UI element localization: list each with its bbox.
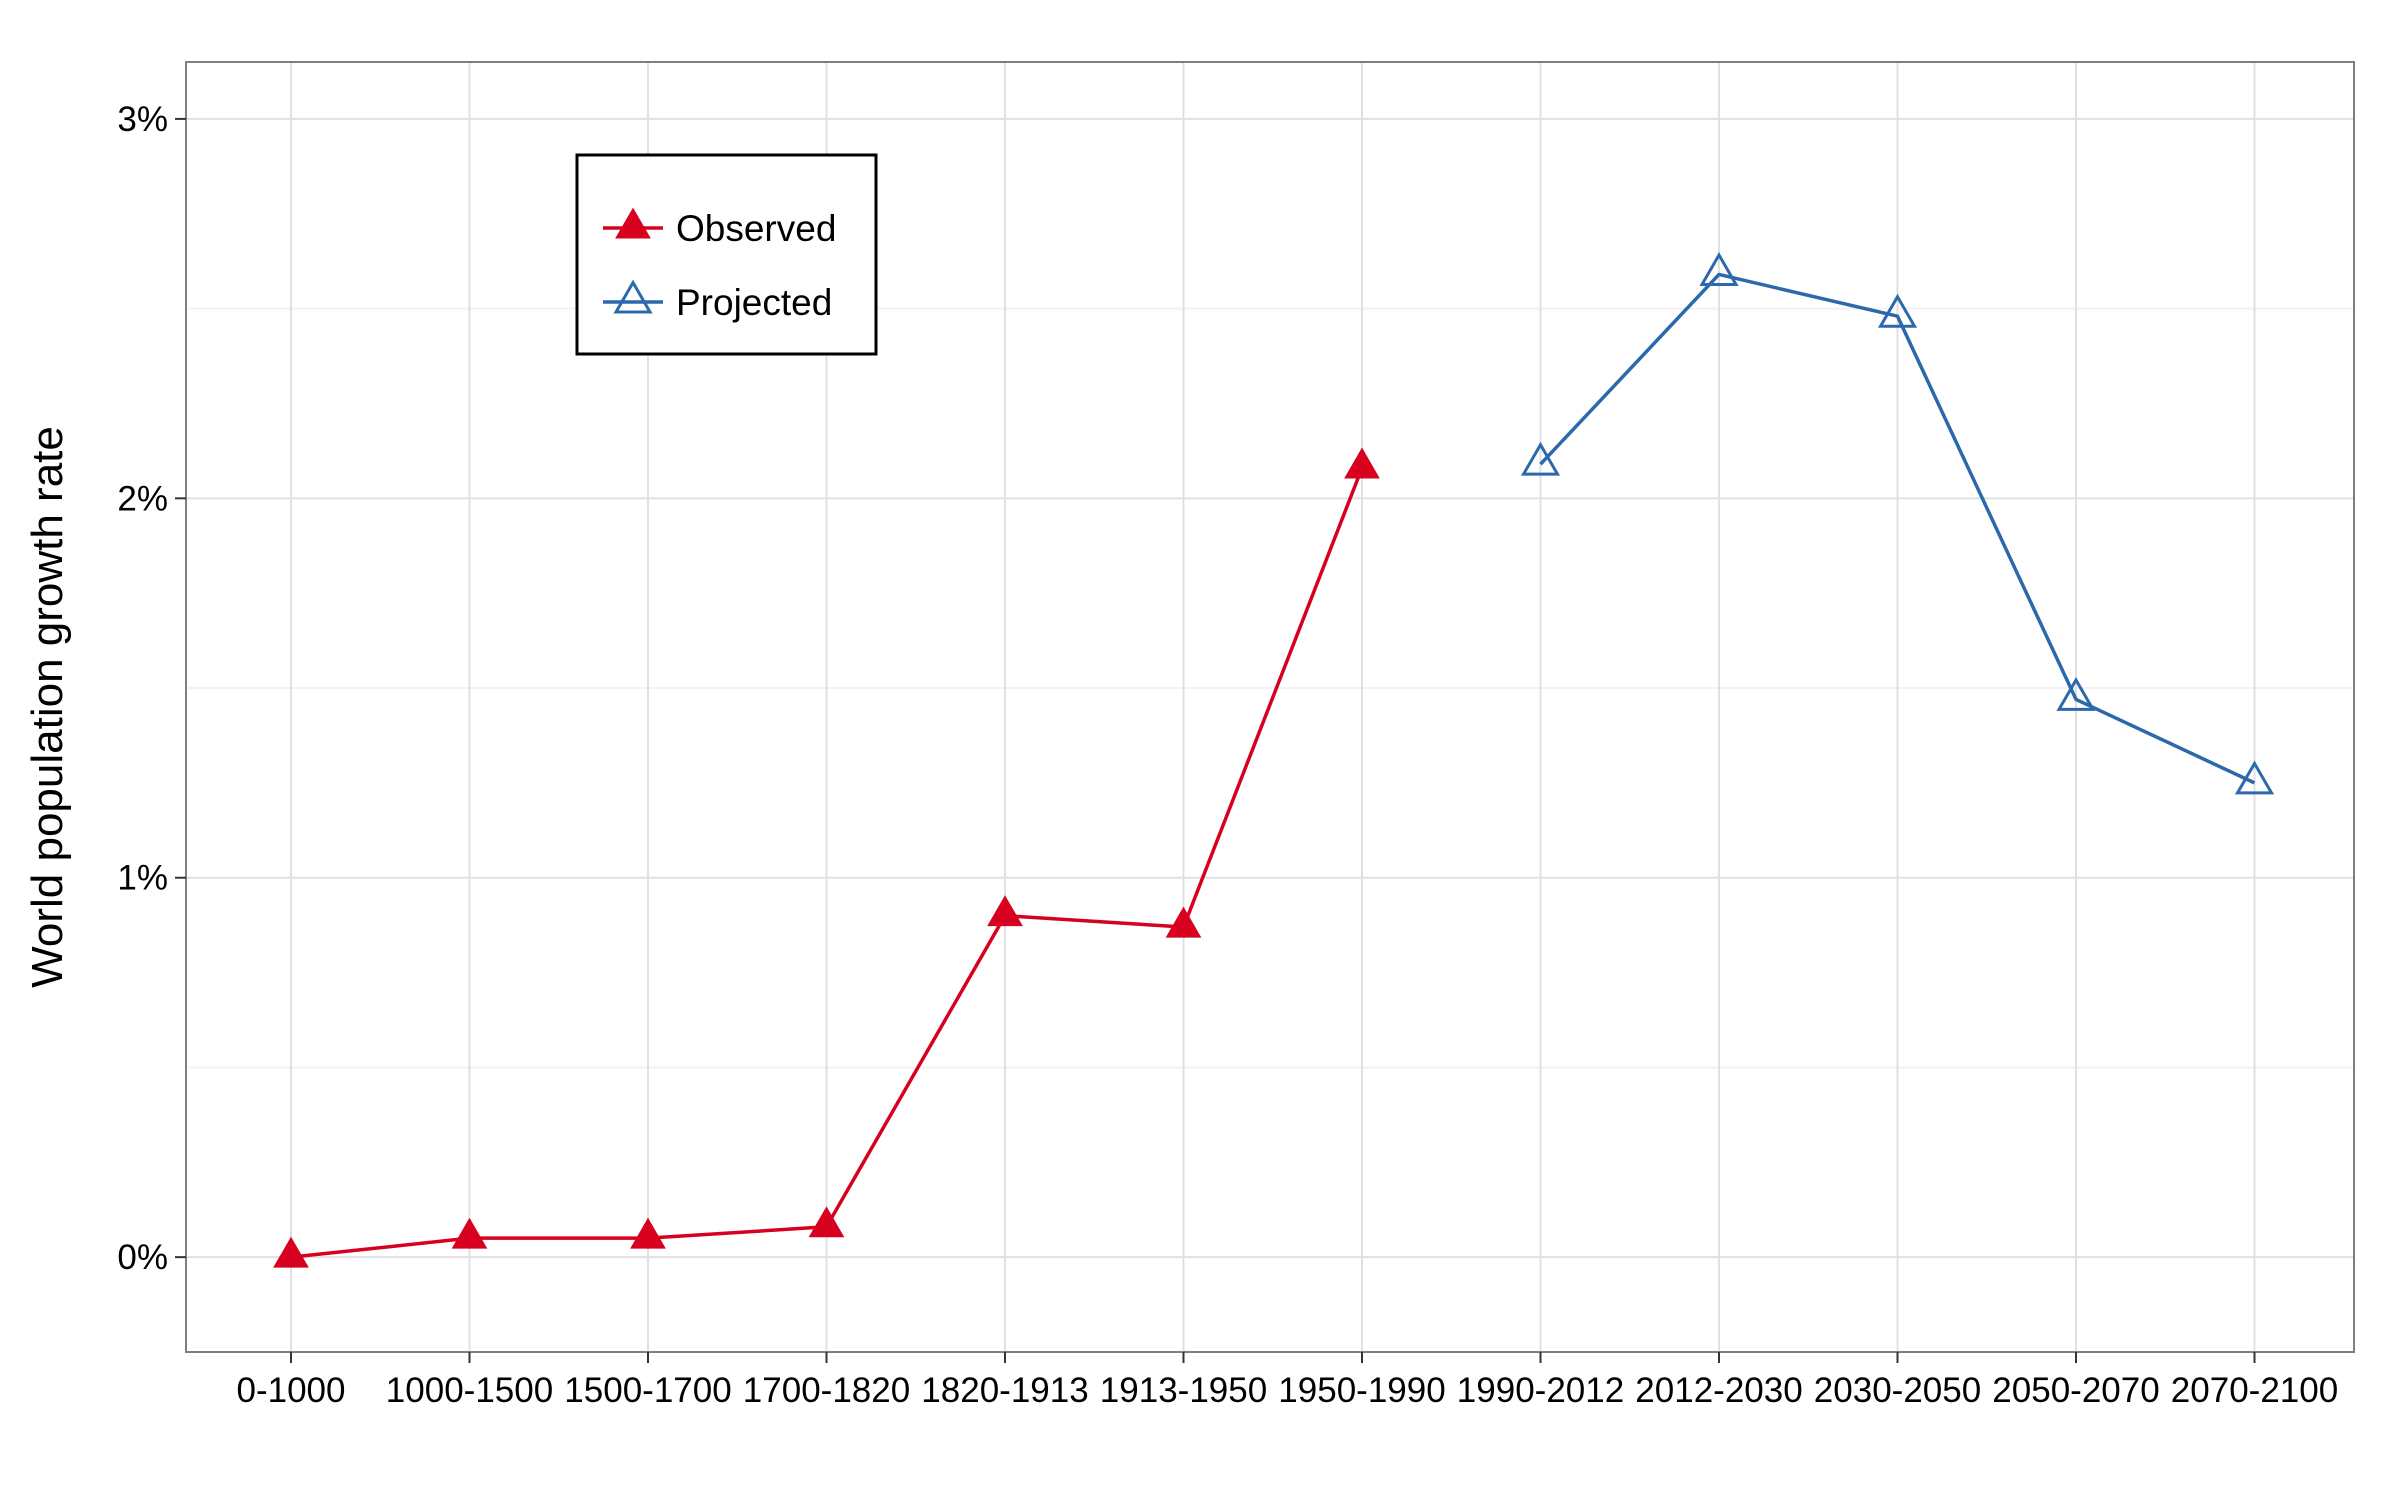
x-tick-label: 1913-1950 <box>1100 1371 1267 1410</box>
data-point-projected <box>2056 676 2096 711</box>
data-point-projected <box>2234 760 2275 795</box>
y-tick-label: 0% <box>117 1238 168 1277</box>
x-tick-label: 2070-2100 <box>2171 1371 2338 1410</box>
legend-item-projected: Projected <box>603 279 832 323</box>
y-axis-label: World population growth rate <box>23 426 72 988</box>
series-projected <box>1520 252 2275 795</box>
x-tick-label: 1990-2012 <box>1457 1371 1624 1410</box>
data-point-projected <box>1877 293 1918 328</box>
panel-border <box>185 61 2355 1353</box>
data-point-observed <box>987 895 1023 927</box>
data-point-observed <box>451 1217 488 1249</box>
grid-lines <box>186 62 2354 1352</box>
data-point-observed <box>1344 447 1380 479</box>
x-tick-label: 0-1000 <box>237 1371 346 1410</box>
legend-label: Observed <box>676 208 836 249</box>
data-point-observed <box>1165 906 1202 938</box>
legend-marker-icon <box>613 279 653 314</box>
series-observed <box>273 447 1380 1268</box>
data-point-observed <box>630 1217 666 1249</box>
x-tick-label: 2012-2030 <box>1635 1371 1802 1410</box>
x-tick-label: 1950-1990 <box>1278 1371 1445 1410</box>
series-layer <box>273 252 2275 1268</box>
y-tick-label: 3% <box>117 100 168 139</box>
legend-item-observed: Observed <box>603 207 836 249</box>
x-tick-label: 1700-1820 <box>743 1371 910 1410</box>
x-tick-label: 2030-2050 <box>1814 1371 1981 1410</box>
legend-label: Projected <box>676 282 832 323</box>
y-tick-label: 2% <box>117 479 168 518</box>
x-tick-label: 1500-1700 <box>564 1371 731 1410</box>
data-point-projected <box>1699 252 1739 286</box>
axes: 0% 1% 2% 3% 0-1000 1000-1500 1500-1700 1700-182… <box>117 100 2338 1410</box>
x-tick-label: 1820-1913 <box>921 1371 1088 1410</box>
data-point-projected <box>1520 441 1561 476</box>
legend-marker-icon <box>615 207 651 239</box>
x-tick-label: 2050-2070 <box>1992 1371 2159 1410</box>
legend: Observed Projected <box>575 153 878 356</box>
legend-box <box>575 153 878 356</box>
data-point-observed <box>808 1206 845 1238</box>
series-line-projected <box>1539 272 2256 785</box>
x-tick-label: 1000-1500 <box>386 1371 553 1410</box>
data-point-observed <box>273 1236 309 1268</box>
y-tick-label: 1% <box>117 859 168 898</box>
